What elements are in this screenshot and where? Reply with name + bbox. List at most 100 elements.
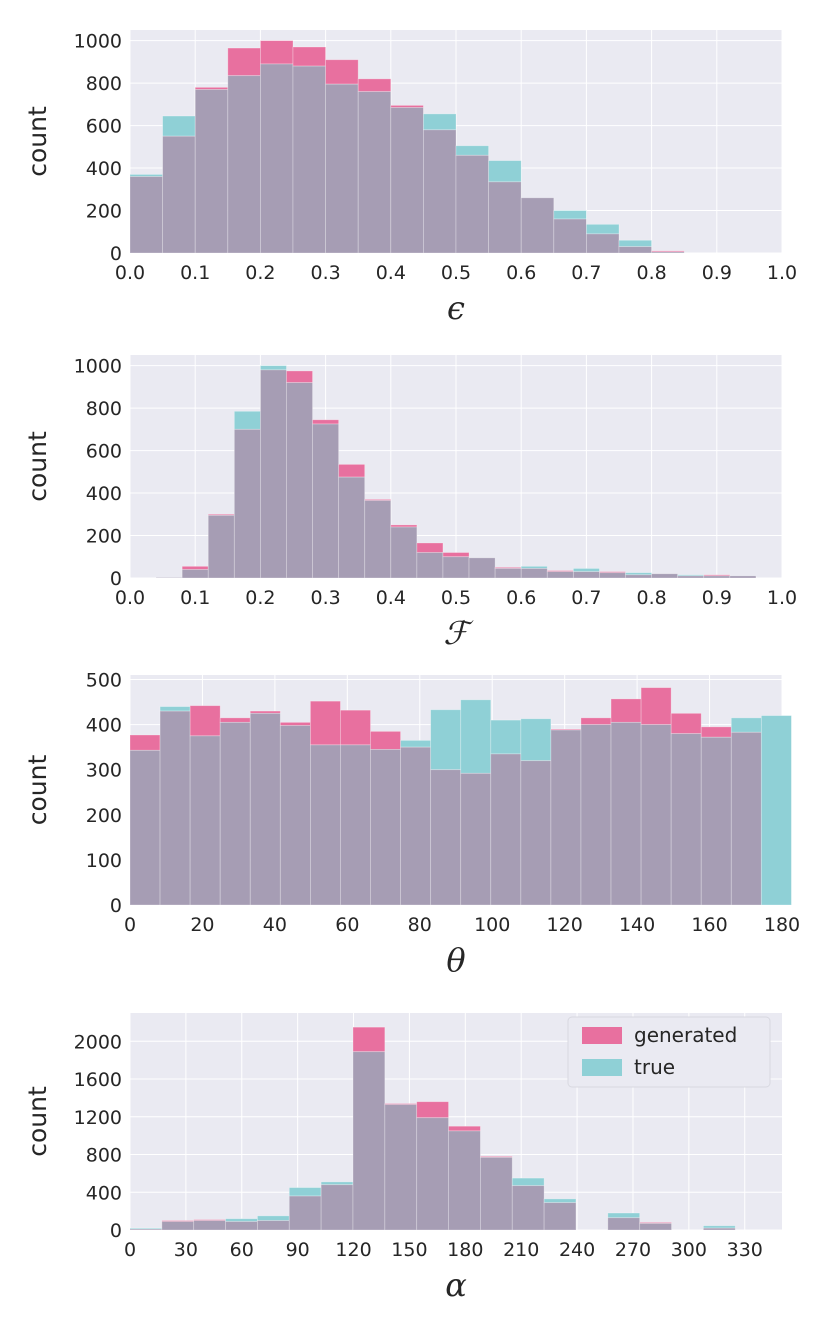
- true-bar: [460, 699, 492, 774]
- overlap-bar: [320, 1184, 354, 1231]
- x-tick-label: 160: [691, 914, 727, 936]
- x-axis-label: α: [445, 1266, 467, 1304]
- y-tick-label: 0: [110, 568, 122, 590]
- overlap-bar: [651, 573, 679, 579]
- overlap-bar: [181, 569, 209, 579]
- overlap-bar: [286, 382, 313, 579]
- overlap-bar: [442, 556, 470, 579]
- true-bar: [159, 706, 191, 712]
- overlap-bar: [364, 500, 392, 579]
- overlap-bar: [227, 75, 261, 254]
- overlap-bar: [370, 749, 401, 906]
- chart-panel-3: 0 20 40 60 80 100 120 140 160 180 0 100 200 300 400 500…: [23, 670, 800, 979]
- true-bar: [455, 145, 489, 156]
- y-tick-label: 1600: [74, 1069, 122, 1091]
- x-tick-label: 0.5: [441, 262, 471, 284]
- generated-bar: [292, 46, 326, 67]
- overlap-bar: [488, 181, 522, 254]
- true-bar: [233, 410, 261, 430]
- true-bar: [257, 1215, 290, 1221]
- overlap-bar: [430, 769, 462, 906]
- generated-bar: [610, 698, 642, 723]
- x-tick-label: 0.3: [310, 587, 340, 609]
- overlap-bar: [338, 476, 366, 579]
- true-bar: [520, 718, 552, 762]
- x-tick-label: 0.2: [245, 262, 275, 284]
- overlap-bar: [390, 526, 418, 579]
- true-bar: [553, 210, 587, 220]
- overlap-bar: [288, 1195, 322, 1231]
- overlap-bar: [159, 710, 191, 906]
- generated-bar: [357, 78, 392, 92]
- y-axis-label: count: [23, 431, 52, 502]
- x-tick-label: 270: [615, 1239, 651, 1261]
- overlap-bar: [325, 83, 359, 254]
- x-tick-label: 0.6: [506, 587, 536, 609]
- x-tick-label: 0.7: [571, 587, 601, 609]
- x-axis-label: θ: [446, 941, 465, 979]
- generated-bar: [189, 705, 221, 737]
- overlap-bar: [729, 575, 757, 579]
- generated-bar: [416, 1101, 449, 1119]
- x-tick-label: 150: [391, 1239, 427, 1261]
- overlap-bar: [357, 91, 392, 254]
- x-tick-label: 120: [547, 914, 583, 936]
- x-tick-label: 0.7: [571, 262, 601, 284]
- generated-bar: [219, 717, 251, 723]
- y-tick-label: 100: [86, 850, 122, 872]
- y-tick-label: 400: [86, 158, 122, 180]
- overlap-bar: [292, 65, 326, 254]
- x-tick-label: 1.0: [767, 587, 797, 609]
- x-tick-label: 0.8: [636, 262, 666, 284]
- overlap-bar: [677, 575, 705, 579]
- true-bar: [490, 719, 522, 755]
- true-bar: [430, 709, 462, 771]
- y-tick-label: 2000: [74, 1031, 122, 1053]
- y-axis-label: count: [23, 106, 52, 177]
- x-axis-label: ℱ: [443, 614, 474, 652]
- x-tick-label: 90: [286, 1239, 310, 1261]
- true-bar: [760, 715, 792, 906]
- legend-swatch-generated: [582, 1027, 622, 1044]
- overlap-bar: [703, 575, 731, 579]
- x-tick-label: 0.2: [245, 587, 275, 609]
- x-tick-label: 60: [335, 914, 359, 936]
- true-bar: [225, 1218, 258, 1222]
- generated-bar: [181, 565, 209, 570]
- overlap-bar: [390, 107, 424, 254]
- overlap-bar: [607, 1217, 641, 1231]
- generated-bar: [227, 47, 261, 77]
- overlap-bar: [700, 736, 732, 906]
- true-bar: [572, 568, 600, 573]
- overlap-bar: [189, 735, 221, 906]
- x-tick-label: 0.6: [506, 262, 536, 284]
- legend-swatch-true: [582, 1059, 622, 1076]
- overlap-bar: [651, 251, 685, 254]
- generated-bar: [370, 730, 401, 750]
- y-tick-label: 400: [86, 483, 122, 505]
- x-tick-label: 0.9: [702, 587, 732, 609]
- overlap-bar: [520, 568, 548, 579]
- overlap-bar: [618, 246, 652, 254]
- x-axis-label: ϵ: [447, 289, 465, 327]
- y-tick-label: 500: [86, 670, 122, 692]
- overlap-bar: [340, 744, 371, 906]
- true-bar: [259, 365, 287, 371]
- overlap-bar: [257, 1220, 290, 1231]
- overlap-bar: [259, 369, 287, 579]
- y-tick-label: 1000: [74, 356, 122, 378]
- x-tick-label: 180: [764, 914, 800, 936]
- y-tick-label: 0: [110, 895, 122, 917]
- overlap-bar: [225, 1221, 258, 1231]
- overlap-bar: [162, 135, 196, 254]
- x-tick-label: 40: [263, 914, 287, 936]
- y-tick-label: 200: [86, 201, 122, 223]
- overlap-bar: [279, 725, 311, 906]
- overlap-bar: [572, 571, 600, 579]
- generated-bar: [312, 419, 340, 425]
- x-tick-label: 80: [408, 914, 432, 936]
- true-bar: [320, 1181, 354, 1186]
- overlap-bar: [400, 746, 432, 906]
- overlap-bar: [625, 574, 653, 579]
